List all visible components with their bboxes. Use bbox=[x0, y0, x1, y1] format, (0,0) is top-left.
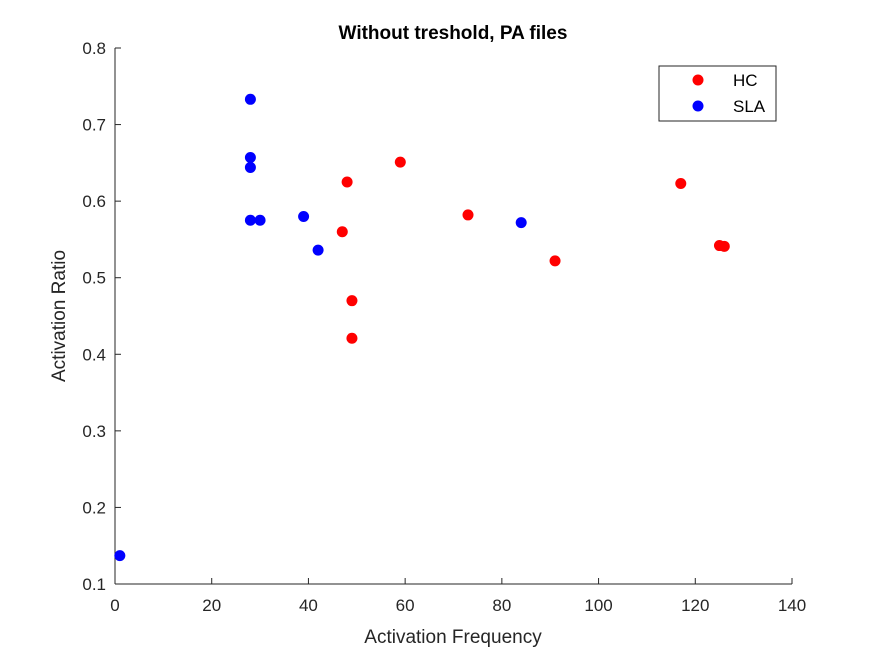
data-point-sla bbox=[254, 214, 266, 226]
legend-marker-hc bbox=[692, 74, 704, 86]
y-tick-label: 0.2 bbox=[82, 498, 106, 517]
x-tick-label: 140 bbox=[778, 596, 806, 615]
data-points bbox=[114, 93, 730, 562]
legend-box bbox=[658, 65, 777, 122]
y-tick-label: 0.3 bbox=[82, 422, 106, 441]
legend-label-sla: SLA bbox=[733, 97, 766, 116]
series-sla bbox=[114, 93, 527, 562]
data-point-sla bbox=[312, 244, 324, 256]
y-tick-label: 0.4 bbox=[82, 345, 106, 364]
legend: HC SLA bbox=[658, 65, 777, 122]
y-tick-label: 0.7 bbox=[82, 116, 106, 135]
data-point-hc bbox=[462, 209, 474, 221]
x-tick-label: 60 bbox=[396, 596, 415, 615]
data-point-sla bbox=[298, 210, 310, 222]
data-point-hc bbox=[341, 176, 353, 188]
y-tick-label: 0.1 bbox=[82, 575, 106, 594]
data-point-sla bbox=[515, 217, 527, 229]
y-tick-label: 0.5 bbox=[82, 269, 106, 288]
data-point-sla bbox=[114, 550, 126, 562]
data-point-hc bbox=[718, 240, 730, 252]
data-point-hc bbox=[675, 178, 687, 190]
x-tick-label: 0 bbox=[110, 596, 119, 615]
data-point-hc bbox=[549, 255, 561, 267]
data-point-hc bbox=[346, 295, 358, 307]
x-tick-label: 120 bbox=[681, 596, 709, 615]
x-tick-label: 20 bbox=[202, 596, 221, 615]
y-tick-label: 0.6 bbox=[82, 192, 106, 211]
axis-ticks: 0 20 40 60 80 100 120 140 0.1 0.2 0.3 0.4 0.5 0.6 0.7 0… bbox=[82, 39, 806, 615]
series-hc bbox=[336, 156, 730, 344]
x-axis-title: Activation Frequency bbox=[364, 627, 542, 648]
y-axis-title: Activation Ratio bbox=[49, 250, 70, 382]
data-point-hc bbox=[346, 332, 358, 344]
axes bbox=[114, 48, 792, 585]
legend-marker-sla bbox=[692, 100, 704, 112]
data-point-hc bbox=[394, 156, 406, 168]
x-tick-label: 100 bbox=[584, 596, 612, 615]
data-point-sla bbox=[244, 161, 256, 173]
data-point-sla bbox=[244, 93, 256, 105]
x-tick-label: 80 bbox=[492, 596, 511, 615]
legend-label-hc: HC bbox=[733, 71, 758, 90]
x-tick-label: 40 bbox=[299, 596, 318, 615]
chart-title: Without treshold, PA files bbox=[339, 23, 568, 44]
data-point-sla bbox=[244, 214, 256, 226]
y-tick-label: 0.8 bbox=[82, 39, 106, 58]
data-point-hc bbox=[336, 226, 348, 238]
data-point-sla bbox=[244, 151, 256, 163]
